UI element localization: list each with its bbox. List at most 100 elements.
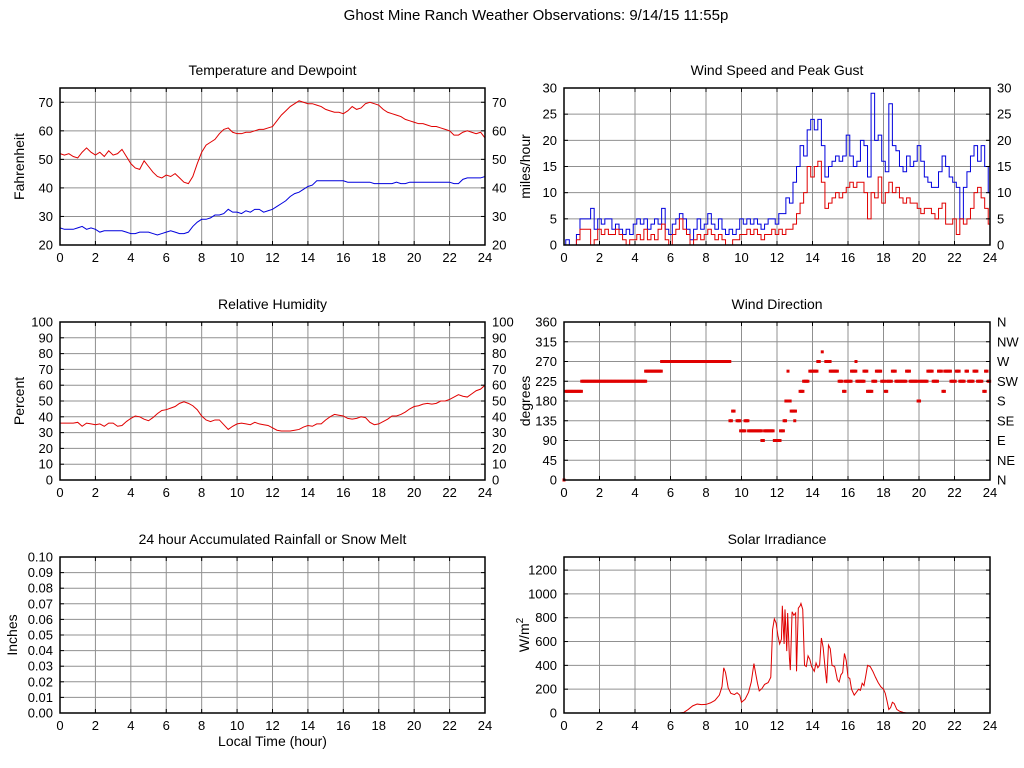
y-right-tick-label: 5 xyxy=(997,211,1004,226)
x-tick-label: 24 xyxy=(983,718,997,733)
scatter-point xyxy=(948,369,952,373)
y-tick-label: 70 xyxy=(39,362,53,377)
y-right-tick-label: N xyxy=(997,315,1006,330)
scatter-point xyxy=(784,419,788,423)
y-tick-label: 0.00 xyxy=(28,706,53,721)
scatter-point xyxy=(854,369,858,373)
x-tick-label: 22 xyxy=(442,718,456,733)
y-right-tick-label: SW xyxy=(997,374,1019,389)
x-tick-label: 16 xyxy=(336,718,350,733)
y-right-tick-label: 20 xyxy=(492,441,506,456)
y-tick-label: 20 xyxy=(39,238,53,253)
x-tick-label: 4 xyxy=(127,485,134,500)
scatter-point xyxy=(885,389,889,393)
y-tick-label: 0.05 xyxy=(28,628,53,643)
scatter-point xyxy=(985,369,989,373)
scatter-point xyxy=(788,399,792,403)
y-right-tick-label: 70 xyxy=(492,362,506,377)
series-line xyxy=(59,176,486,236)
y-tick-label: 0.02 xyxy=(28,674,53,689)
y-tick-label: 60 xyxy=(39,378,53,393)
x-tick-label: 6 xyxy=(163,485,170,500)
y-tick-label: 1200 xyxy=(528,563,557,578)
scatter-point xyxy=(957,369,961,373)
scatter-point xyxy=(759,429,763,433)
x-tick-label: 20 xyxy=(912,718,926,733)
scatter-point xyxy=(738,419,742,423)
scatter-point xyxy=(659,369,663,373)
scatter-point xyxy=(771,429,775,433)
x-tick-label: 4 xyxy=(631,250,638,265)
y-tick-label: 1000 xyxy=(528,586,557,601)
x-tick-label: 20 xyxy=(912,485,926,500)
scatter-point xyxy=(971,379,975,383)
x-tick-label: 10 xyxy=(734,250,748,265)
x-tick-label: 8 xyxy=(702,250,709,265)
y-right-tick-label: 30 xyxy=(997,81,1011,96)
scatter-point xyxy=(786,369,790,373)
y-tick-label: 30 xyxy=(39,209,53,224)
y-right-tick-label: 20 xyxy=(492,238,506,253)
y-tick-label: 15 xyxy=(543,159,557,174)
y-axis-label: miles/hour xyxy=(517,134,533,199)
y-tick-label: 70 xyxy=(39,95,53,110)
scatter-point xyxy=(925,379,929,383)
x-tick-label: 10 xyxy=(734,485,748,500)
page-title: Ghost Mine Ranch Weather Observations: 9… xyxy=(343,7,729,24)
scatter-point xyxy=(980,379,984,383)
scatter-point xyxy=(761,439,765,442)
rainfall-chart: 0.000.010.020.030.040.050.060.070.080.09… xyxy=(4,531,492,749)
series-line xyxy=(60,384,486,432)
x-tick-label: 24 xyxy=(478,485,492,500)
x-tick-label: 10 xyxy=(230,485,244,500)
scatter-point xyxy=(781,429,785,433)
y-right-tick-label: 10 xyxy=(492,457,506,472)
x-tick-label: 0 xyxy=(56,718,63,733)
scatter-point xyxy=(935,379,939,383)
y-right-tick-label: SE xyxy=(997,413,1015,428)
y-axis-label: degrees xyxy=(517,376,533,427)
y-tick-label: 30 xyxy=(39,425,53,440)
x-tick-label: 8 xyxy=(198,718,205,733)
y-right-tick-label: 0 xyxy=(997,238,1004,253)
chart-title: 24 hour Accumulated Rainfall or Snow Mel… xyxy=(139,531,407,547)
y-tick-label: 10 xyxy=(39,457,53,472)
y-tick-label: 60 xyxy=(39,123,53,138)
y-tick-label: 40 xyxy=(39,409,53,424)
x-tick-label: 8 xyxy=(198,485,205,500)
chart-title: Wind Direction xyxy=(731,296,822,312)
y-tick-label: 30 xyxy=(543,81,557,96)
scatter-point xyxy=(904,379,908,383)
scatter-point xyxy=(828,360,832,363)
y-tick-label: 225 xyxy=(535,374,557,389)
x-tick-label: 24 xyxy=(478,718,492,733)
series-line xyxy=(564,601,990,714)
scatter-point xyxy=(879,369,883,373)
y-tick-label: 5 xyxy=(550,211,557,226)
y-tick-label: 20 xyxy=(543,133,557,148)
y-right-tick-label: E xyxy=(997,433,1006,448)
y-tick-label: 135 xyxy=(535,413,557,428)
y-axis-label: Percent xyxy=(11,377,27,425)
y-right-tick-label: 60 xyxy=(492,123,506,138)
x-tick-label: 18 xyxy=(372,718,386,733)
x-tick-label: 0 xyxy=(560,718,567,733)
y-right-tick-label: 70 xyxy=(492,95,506,110)
y-right-tick-label: 15 xyxy=(997,159,1011,174)
x-tick-label: 18 xyxy=(876,250,890,265)
y-right-tick-label: 20 xyxy=(997,133,1011,148)
y-tick-label: 315 xyxy=(535,334,557,349)
x-tick-label: 8 xyxy=(702,485,709,500)
x-tick-label: 14 xyxy=(301,250,315,265)
y-tick-label: 50 xyxy=(39,152,53,167)
x-tick-label: 4 xyxy=(631,718,638,733)
y-right-tick-label: 40 xyxy=(492,409,506,424)
scatter-point xyxy=(579,389,583,393)
y-tick-label: 0.10 xyxy=(28,550,53,565)
x-tick-label: 12 xyxy=(265,250,279,265)
x-tick-label: 4 xyxy=(631,485,638,500)
y-right-tick-label: NW xyxy=(997,334,1019,349)
x-tick-label: 20 xyxy=(407,250,421,265)
